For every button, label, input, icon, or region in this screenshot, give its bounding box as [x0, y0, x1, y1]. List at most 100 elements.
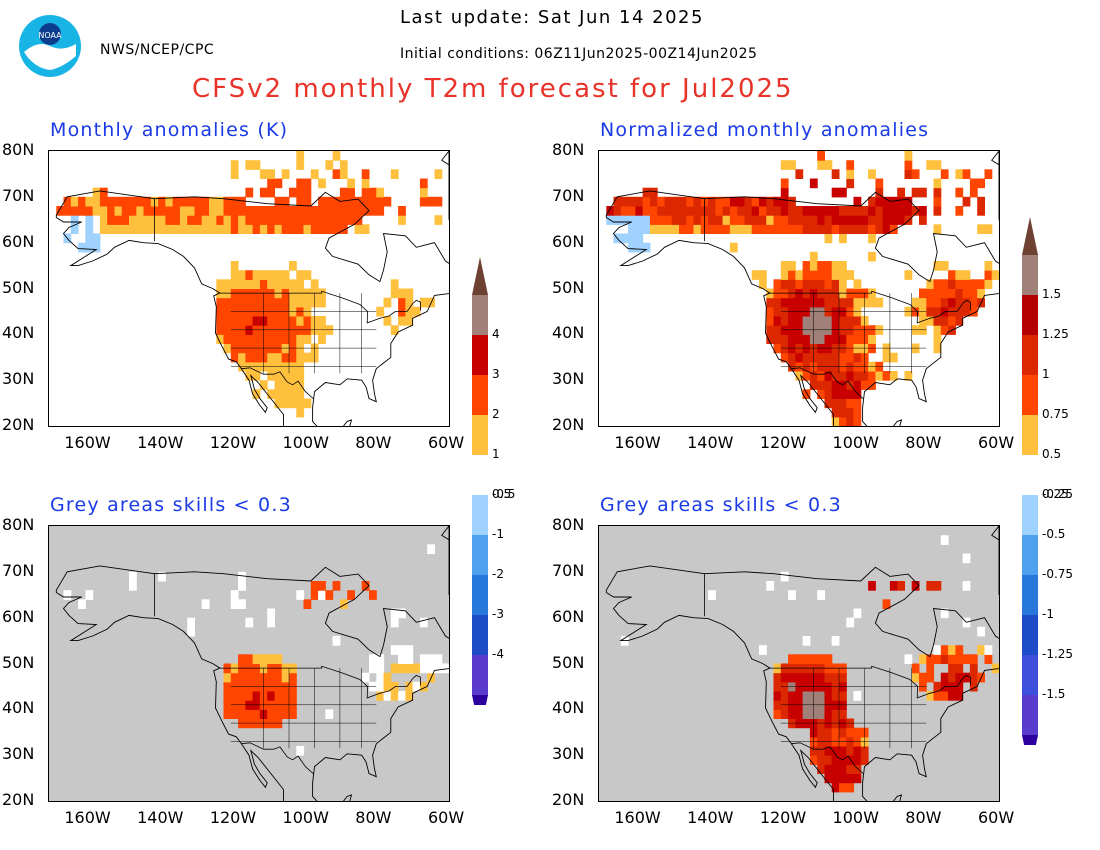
anomaly-cell	[766, 215, 775, 225]
anomaly-cell	[238, 316, 246, 326]
anomaly-cell	[919, 187, 927, 198]
anomaly-cell	[223, 297, 232, 308]
anomaly-cell	[788, 279, 796, 289]
anomaly-cell	[977, 224, 985, 234]
anomaly-cell	[853, 196, 862, 207]
anomaly-cell	[817, 334, 825, 344]
anomaly-cell	[817, 709, 825, 719]
anomaly-cell	[780, 297, 789, 308]
lon-tick-label: 60W	[428, 808, 465, 827]
anomaly-cell	[252, 700, 261, 710]
anomaly-cell	[628, 196, 636, 207]
anomaly-cell	[99, 224, 108, 234]
anomaly-cell	[729, 215, 738, 225]
anomaly-cell	[788, 672, 796, 683]
lat-tick-label: 20N	[552, 790, 585, 809]
anomaly-cell	[853, 380, 862, 390]
anomaly-cell	[223, 709, 232, 719]
anomaly-cell	[267, 352, 275, 363]
anomaly-cell	[940, 608, 949, 619]
anomaly-cell	[817, 389, 825, 399]
anomaly-cell	[434, 196, 443, 207]
anomaly-cell	[310, 590, 319, 600]
lon-tick-label: 120W	[759, 433, 807, 452]
map-canvas	[599, 151, 999, 426]
anomaly-cell	[259, 709, 268, 719]
anomaly-cell	[107, 196, 115, 207]
anomaly-cell	[722, 206, 731, 216]
anomaly-cell	[318, 334, 326, 344]
anomaly-cell	[267, 709, 275, 719]
anomaly-cell	[795, 691, 804, 701]
anomaly-cell	[846, 316, 855, 326]
anomaly-cell	[955, 306, 964, 317]
anomaly-cell	[729, 224, 738, 234]
anomaly-cell	[722, 224, 731, 234]
anomaly-cell	[267, 297, 275, 308]
anomaly-cell	[216, 334, 225, 344]
anomaly-cell	[824, 233, 833, 244]
anomaly-cell	[839, 297, 847, 308]
lat-tick-label: 30N	[2, 369, 35, 389]
anomaly-cell	[332, 206, 341, 216]
anomaly-cell	[332, 224, 341, 234]
anomaly-cell	[390, 617, 399, 628]
anomaly-cell	[398, 316, 406, 326]
anomaly-cell	[107, 215, 115, 225]
anomaly-cell	[962, 306, 971, 317]
anomaly-cell	[955, 279, 964, 289]
anomaly-cell	[296, 389, 305, 399]
anomaly-cell	[347, 590, 355, 600]
anomaly-cell	[136, 215, 145, 225]
anomaly-cell	[620, 206, 629, 216]
anomaly-cell	[303, 316, 312, 326]
anomaly-cell	[427, 544, 435, 554]
anomaly-cell	[831, 691, 840, 701]
country-border	[791, 742, 864, 775]
anomaly-cell	[289, 187, 297, 198]
anomaly-cell	[289, 709, 297, 719]
lon-tick-label: 120W	[759, 808, 807, 827]
lat-tick-label: 80N	[552, 515, 585, 534]
anomaly-cell	[427, 654, 435, 664]
anomaly-cell	[259, 691, 268, 701]
anomaly-cell	[955, 316, 964, 326]
anomaly-cell	[780, 160, 789, 170]
anomaly-cell	[628, 206, 636, 216]
anomaly-cell	[940, 279, 949, 289]
anomaly-cell	[795, 279, 804, 289]
anomaly-cell	[274, 206, 283, 216]
anomaly-cell	[230, 169, 239, 179]
anomaly-cell	[230, 215, 239, 225]
anomaly-cell	[318, 316, 326, 326]
anomaly-cell	[671, 206, 680, 216]
anomaly-cell	[933, 645, 942, 655]
lon-tick-label: 140W	[687, 433, 734, 452]
anomaly-cell	[919, 654, 927, 664]
anomaly-cell	[361, 206, 370, 216]
anomaly-cell	[238, 224, 246, 234]
anomaly-cell	[926, 297, 935, 308]
anomaly-cell	[245, 691, 254, 701]
anomaly-cell	[853, 691, 862, 701]
anomaly-cell	[281, 672, 290, 683]
anomaly-cell	[369, 654, 377, 664]
anomaly-cell	[933, 297, 942, 308]
coastline	[605, 565, 999, 801]
anomaly-cell	[390, 279, 399, 289]
anomaly-cell	[230, 334, 239, 344]
greenland-coast	[441, 526, 449, 595]
anomaly-cell	[846, 782, 855, 793]
anomaly-cell	[318, 215, 326, 225]
anomaly-cell	[933, 316, 942, 326]
anomaly-cell	[831, 755, 840, 765]
anomaly-cell	[853, 297, 862, 308]
anomaly-cell	[281, 709, 290, 719]
lat-tick-label: 40N	[2, 323, 35, 343]
lon-tick-label: 60W	[978, 433, 1015, 452]
anomaly-cell	[759, 224, 767, 234]
anomaly-cell	[303, 352, 312, 363]
anomaly-cell	[962, 279, 971, 289]
anomaly-cell	[926, 306, 935, 317]
anomaly-cell	[361, 672, 370, 683]
